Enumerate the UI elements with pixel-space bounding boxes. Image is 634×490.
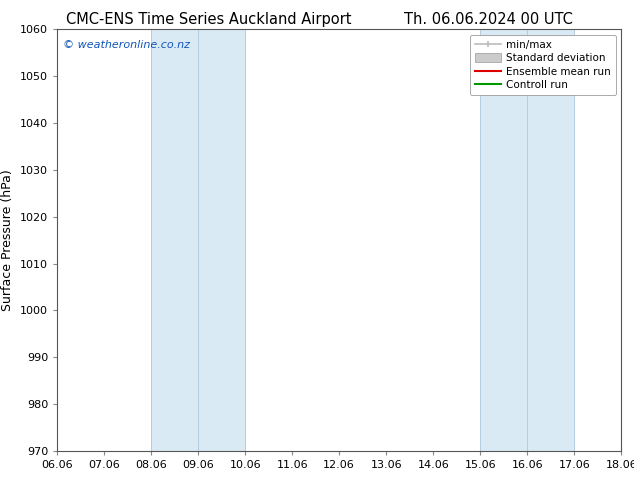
Text: © weatheronline.co.nz: © weatheronline.co.nz xyxy=(63,40,190,50)
Y-axis label: Surface Pressure (hPa): Surface Pressure (hPa) xyxy=(1,169,15,311)
Legend: min/max, Standard deviation, Ensemble mean run, Controll run: min/max, Standard deviation, Ensemble me… xyxy=(470,35,616,96)
Text: Th. 06.06.2024 00 UTC: Th. 06.06.2024 00 UTC xyxy=(404,12,573,27)
Bar xyxy=(480,29,574,451)
Bar xyxy=(151,29,245,451)
Text: CMC-ENS Time Series Auckland Airport: CMC-ENS Time Series Auckland Airport xyxy=(67,12,352,27)
